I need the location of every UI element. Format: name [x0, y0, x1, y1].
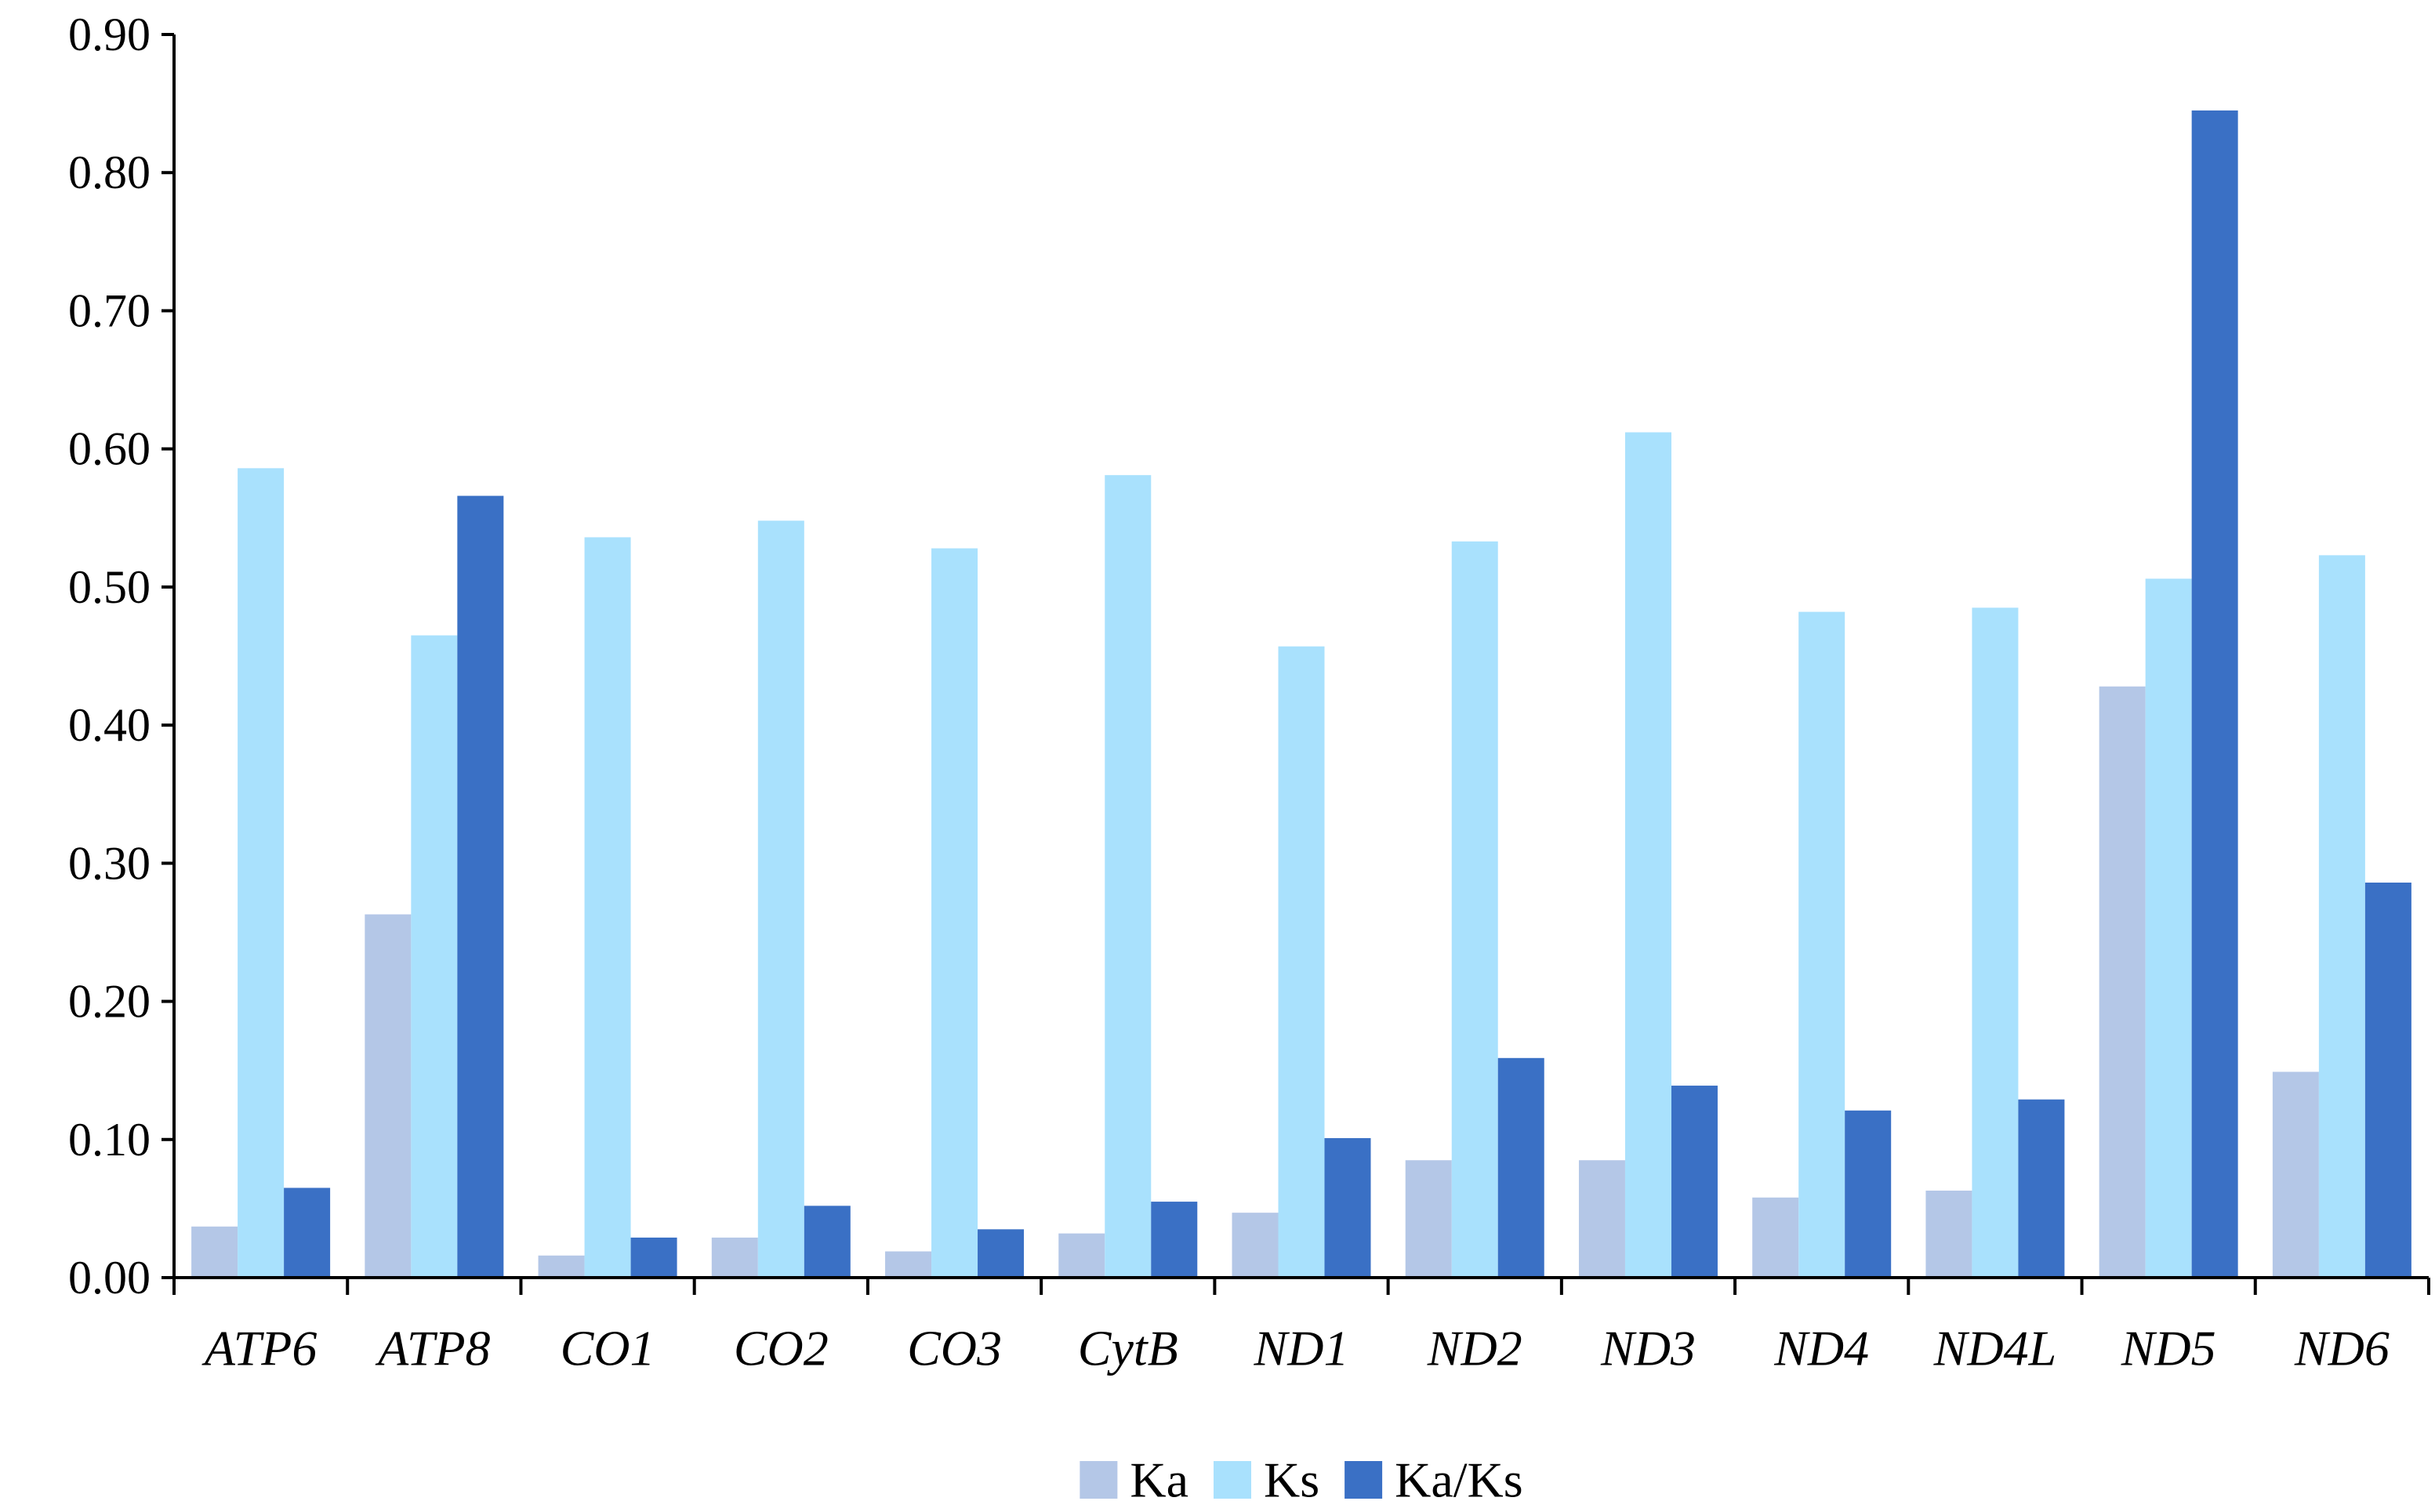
bar-ks-co3 [931, 548, 978, 1278]
bar-ka-co3 [885, 1251, 932, 1278]
x-category-label-nd4l: ND4L [1933, 1321, 2057, 1376]
y-tick-label: 0.30 [68, 837, 151, 889]
x-category-label-cytb: CytB [1078, 1321, 1178, 1376]
y-tick-label: 0.40 [68, 699, 151, 751]
bar-ka-nd3 [1578, 1160, 1625, 1278]
bar-ks-nd1 [1278, 646, 1325, 1278]
legend-swatch-ka-ks [1345, 1461, 1383, 1499]
bar-ka-ks-cytb [1151, 1202, 1198, 1278]
y-tick-label: 0.10 [68, 1114, 151, 1166]
y-tick-label: 0.80 [68, 147, 151, 198]
axes-group: 0.00 0.10 0.20 0.30 0.40 0.50 0.60 0.70 0.80 0.90… [68, 9, 2430, 1376]
bar-ks-nd4 [1798, 611, 1845, 1278]
bar-ka-ks-nd1 [1324, 1138, 1371, 1278]
bar-ka-ks-co3 [978, 1229, 1025, 1278]
bar-ka-nd2 [1405, 1160, 1452, 1278]
bar-ks-nd4l [1972, 607, 2019, 1278]
legend-label-ka: Ka [1130, 1452, 1188, 1508]
legend-label-ka-ks: Ka/Ks [1395, 1452, 1523, 1508]
x-category-label-co2: CO2 [734, 1321, 829, 1376]
bar-ka-ks-atp6 [284, 1187, 331, 1278]
bar-ks-atp6 [238, 468, 285, 1278]
y-tick-label: 0.90 [68, 9, 151, 60]
bar-ka-ks-nd6 [2364, 883, 2411, 1278]
bar-ka-nd4 [1752, 1197, 1799, 1278]
bar-ka-nd1 [1232, 1213, 1279, 1278]
legend-label-ks: Ks [1264, 1452, 1319, 1508]
x-category-label-co3: CO3 [907, 1321, 1002, 1376]
bar-ka-atp8 [365, 914, 412, 1278]
x-category-label-nd6: ND6 [2294, 1321, 2390, 1376]
bar-ks-co2 [757, 520, 804, 1278]
bar-ka-nd4l [1925, 1190, 1972, 1278]
bar-ks-co1 [584, 537, 631, 1278]
bar-ks-nd5 [2145, 578, 2192, 1278]
bar-ks-nd6 [2318, 555, 2365, 1278]
bar-ka-ks-nd4l [2018, 1099, 2065, 1278]
y-tick-label: 0.60 [68, 423, 151, 475]
y-tick-label: 0.50 [68, 561, 151, 613]
x-category-label-nd4: ND4 [1773, 1321, 1869, 1376]
x-category-label-co1: CO1 [561, 1321, 655, 1376]
x-category-label-atp6: ATP6 [201, 1321, 317, 1376]
bar-ka-nd5 [2099, 686, 2146, 1278]
x-category-label-atp8: ATP8 [375, 1321, 490, 1376]
bar-ka-co1 [538, 1255, 585, 1278]
legend-swatch-ks [1213, 1461, 1251, 1499]
legend-swatch-ka [1080, 1461, 1118, 1499]
bar-ka-co2 [711, 1237, 758, 1278]
x-category-label-nd3: ND3 [1600, 1321, 1696, 1376]
y-tick-label: 0.20 [68, 976, 151, 1028]
bar-ka-atp6 [191, 1226, 238, 1278]
legend: Ka Ks Ka/Ks [1080, 1452, 1523, 1508]
bar-ks-nd2 [1451, 541, 1498, 1278]
x-category-label-nd1: ND1 [1254, 1321, 1349, 1376]
bar-ka-ks-co2 [804, 1206, 851, 1278]
bar-ks-cytb [1105, 475, 1152, 1278]
y-tick-label: 0.70 [68, 285, 151, 336]
bar-ka-ks-nd2 [1497, 1057, 1544, 1278]
x-category-label-nd2: ND2 [1427, 1321, 1522, 1376]
bar-ks-atp8 [411, 635, 458, 1278]
bar-ka-ks-co1 [630, 1237, 677, 1278]
bar-ka-ks-atp8 [457, 495, 504, 1278]
bar-ka-ks-nd5 [2191, 110, 2238, 1278]
bars-group [191, 110, 2411, 1278]
bar-ka-cytb [1058, 1233, 1105, 1278]
bar-ks-nd3 [1624, 432, 1671, 1278]
bar-ka-ks-nd4 [1845, 1110, 1892, 1278]
bar-ka-nd6 [2272, 1071, 2319, 1278]
x-category-label-nd5: ND5 [2121, 1321, 2216, 1376]
y-tick-label: 0.00 [68, 1252, 151, 1304]
bar-ka-ks-nd3 [1671, 1086, 1718, 1278]
